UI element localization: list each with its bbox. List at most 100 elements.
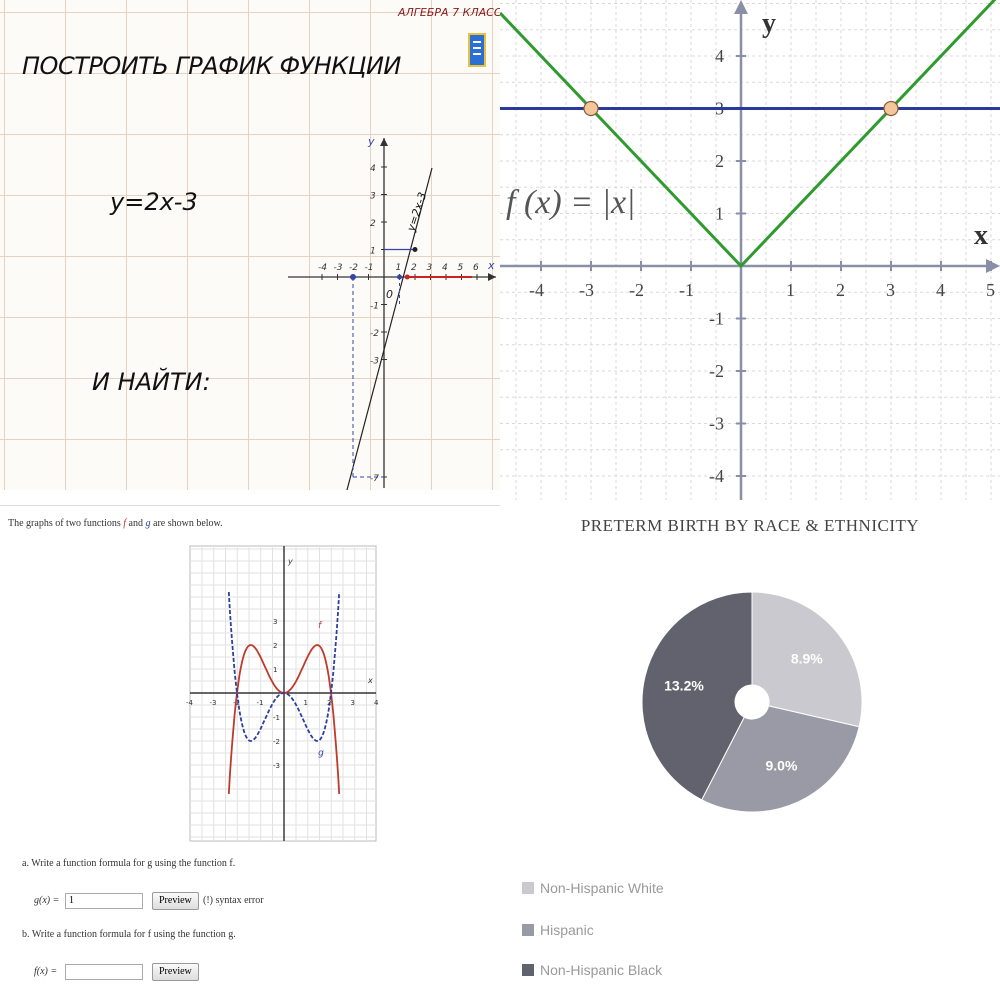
slice-hispanic [701,705,860,813]
function-line [346,167,433,490]
y-tick-label: -4 [709,466,724,486]
x-tick-label: -4 [529,280,544,300]
absolute-value-graph: yx-4-3-2-1123454321-1-2-3-4 [500,0,1000,500]
x-tick-label: 1 [396,263,402,273]
y-tick-label: -2 [273,738,280,746]
x-axis-label: x [487,259,495,272]
x-tick-label: 5 [458,263,464,273]
x-tick-label: 3 [351,699,355,707]
y-tick-label: -3 [370,357,379,367]
x-tick-label: 4 [442,263,448,273]
point-2-1 [412,247,418,252]
g-curve-label: g [318,748,324,758]
x-tick-label: 3 [427,263,433,273]
y-tick-label: 4 [715,46,724,66]
formula-label: f (x) = |x| [506,184,636,221]
point-x-root [404,274,410,280]
g-curve [227,592,341,742]
equation-text: y=2x-3 [110,188,198,216]
x-tick-label: -3 [579,280,594,300]
y-tick-label: 3 [370,192,376,202]
legend-swatch-black [522,964,534,976]
y-tick-label: 1 [715,204,724,224]
y-tick-label: 3 [273,618,277,626]
y-tick-label: 2 [370,219,376,229]
function-line-label: y=2x-3 [404,191,429,234]
x-tick-label: -2 [629,280,644,300]
y-tick-label: -1 [370,302,379,312]
preview-f-button[interactable]: Preview [152,963,199,981]
y-tick-label: 2 [715,151,724,171]
syntax-error-message: (!) syntax error [203,895,264,906]
x-tick-label: 1 [786,280,795,300]
preview-g-button[interactable]: Preview [152,892,199,910]
y-axis-label: y [762,8,776,39]
algebra-worksheet-panel: АЛГЕБРА 7 КЛАСС ПОСТРОИТЬ ГРАФИК ФУНКЦИИ… [0,0,500,490]
x-tick-label: -1 [679,280,694,300]
x-axis-arrow [986,259,1000,273]
x-axis-label: x [974,220,988,251]
problem-intro: The graphs of two functions f and g are … [8,518,223,529]
x-tick-label: 6 [473,263,479,273]
x-tick-label: 4 [374,699,379,707]
x-tick-label: -3 [334,263,343,273]
y-axis-arrow [380,138,388,146]
question-b: b. Write a function formula for f using … [22,929,236,940]
pie-chart: 8.9% 9.0% 13.2% [641,591,863,813]
y-tick-label: -1 [709,309,724,329]
y-tick-label: 2 [273,642,277,650]
legend-swatch-white [522,882,534,894]
point-x-neg2 [350,274,356,280]
functions-problem-panel: The graphs of two functions f and g are … [0,505,500,1001]
legend-item-black: Non-Hispanic Black [522,962,662,978]
origin-label: 0 [386,288,393,301]
x-tick-label: -1 [365,263,374,273]
x-tick-label: 5 [986,280,995,300]
x-axis-label: x [367,676,373,685]
worksheet-title: ПОСТРОИТЬ ГРАФИК ФУНКЦИИ [22,52,401,80]
abs-function-line [500,0,997,269]
slice-label: 9.0% [765,757,797,773]
absolute-value-panel: yx-4-3-2-1123454321-1-2-3-4 f (x) = |x| [500,0,1000,500]
y-tick-label: 1 [273,666,277,674]
x-tick-label: 4 [936,280,945,300]
x-tick-label: -3 [210,699,217,707]
legend-item-white: Non-Hispanic White [522,880,664,896]
book-icon [468,33,486,67]
point-x-1 [397,274,402,280]
x-tick-label: 2 [836,280,845,300]
x-tick-label: -1 [257,699,264,707]
x-tick-label: -4 [186,699,194,707]
y-tick-label: 1 [370,247,376,257]
worksheet-header: АЛГЕБРА 7 КЛАСС [398,6,500,19]
y-tick-label: -7 [370,474,379,484]
y-tick-label: 4 [370,164,376,174]
slice-label: 13.2% [664,678,704,694]
question-a: a. Write a function formula for g using … [22,858,236,869]
y-axis-label: y [287,557,293,566]
g-formula-input[interactable]: 1 [65,893,143,909]
f-formula-label: f(x) = [34,966,58,977]
y-tick-label: -2 [370,329,379,339]
preterm-birth-chart-panel: PRETERM BIRTH BY RACE & ETHNICITY 8.9% 9.… [500,500,1000,1000]
g-formula-label: g(x) = [34,895,60,906]
x-tick-label: -2 [349,263,358,273]
f-formula-input[interactable] [65,964,143,980]
x-tick-label: 2 [411,263,417,273]
y-tick-label: -1 [273,714,280,722]
y-tick-label: -3 [709,414,724,434]
legend-swatch-hispanic [522,924,534,936]
f-curve-label: f [318,621,323,631]
x-tick-label: 1 [304,699,308,707]
slice-non-hispanic-black [641,591,753,801]
x-axis-arrow [488,273,496,281]
y-tick-label: -3 [273,762,280,770]
intersection-point-right [883,100,899,117]
intersection-point-left [583,100,599,117]
slice-non-hispanic-white [751,591,863,728]
slice-label: 8.9% [791,650,823,666]
x-tick-label: 3 [886,280,895,300]
legend-item-hispanic: Hispanic [522,922,594,938]
